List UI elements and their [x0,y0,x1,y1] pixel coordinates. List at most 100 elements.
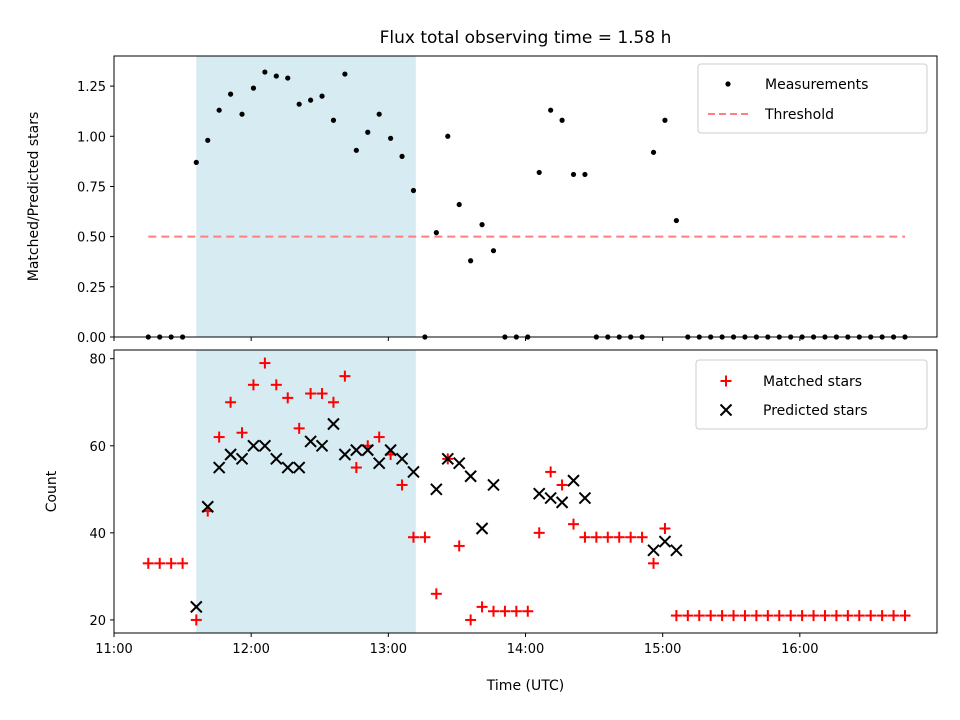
x-b [247,439,260,452]
x-b [430,483,443,496]
matched-star-point [579,531,591,543]
predicted-star-point [452,456,466,470]
matched-star-point [165,557,177,569]
x-b [407,465,420,479]
predicted-star-point [292,461,306,474]
ratio-y-tick-label: 1.00 [77,130,106,145]
measurement-point [376,111,382,117]
matched-star-point [819,610,831,622]
measurement-point [285,75,291,81]
matched-star-point [750,610,762,622]
count-y-tick-label: 60 [89,440,106,455]
measurement-point [365,129,371,135]
x-b [452,456,466,470]
matched-star-point [316,388,328,400]
legend-label-threshold: Threshold [764,107,834,123]
matched-star-point [670,610,682,622]
x-b [270,452,283,466]
predicted-star-point [361,443,374,457]
measurement-point [342,71,348,77]
measurement-point [308,97,314,103]
measurement-point [330,117,337,123]
count-panel: 20 40 60 80 11:00 12:00 13:00 14:00 15:00 16:00 T… [44,349,938,694]
legend-marker-matched-stars [720,375,732,387]
matched-star-point [602,531,614,543]
matched-star-point [522,605,534,617]
matched-star-point [590,531,602,543]
matched-star-point [213,431,225,443]
matched-star-point [876,610,888,622]
ratio-y-tick-label: 1.25 [77,80,106,95]
ratio-y-tick-label: 0.00 [77,331,106,346]
x-b [315,439,329,452]
x-b [212,461,226,474]
predicted-star-point [647,544,660,557]
x-b [281,461,294,474]
predicted-star-point [372,456,386,470]
matched-star-point [556,479,568,491]
count-plot-frame [113,349,938,634]
matched-star-point [728,610,740,622]
predicted-star-point [212,461,226,474]
matched-star-point [842,610,854,622]
x-b [578,491,592,505]
matched-star-point [282,392,294,404]
x-b [658,535,672,548]
ratio-y-tick-label: 0.25 [77,281,106,296]
x-b [201,500,214,513]
ratio-y-tick-label: 0.75 [77,180,106,195]
predicted-star-point [487,478,500,492]
time-x-tick-label: 13:00 [370,642,407,657]
matched-star-point [236,427,248,439]
matched-star-point [625,531,637,543]
measurement-point [262,69,268,75]
matched-star-point [419,531,431,543]
measurement-point [193,159,199,165]
matched-star-point [705,610,717,622]
ratio-legend-box [697,63,928,134]
ratio-y-tick-label: 0.50 [77,231,106,246]
matched-star-point [739,610,751,622]
x-b [338,448,352,461]
matched-star-point [142,557,154,569]
matched-star-point [533,527,545,539]
matched-star-point [154,557,166,569]
matched-star-point [682,610,694,622]
x-b [544,491,557,505]
predicted-star-point [567,474,580,487]
measurement-point [559,117,565,123]
measurement-point [433,230,439,236]
matched-star-point [773,610,785,622]
measurement-point [662,117,668,123]
measurement-point [296,101,302,107]
matched-star-point [350,462,362,474]
time-x-tick-label: 12:00 [232,642,269,657]
matched-star-point [177,557,189,569]
legend-plus-glyph [720,375,732,387]
observing-window-shade-bottom [196,350,416,633]
legend-marker-predicted-stars [719,403,733,417]
x-b [224,448,237,461]
x-b [190,600,203,614]
matched-star-point [259,357,271,369]
matched-star-point [339,370,351,382]
measurement-point [650,149,657,155]
predicted-star-point [338,448,352,461]
x-b [258,439,272,452]
predicted-star-point [475,522,489,535]
predicted-star-point [533,487,546,500]
matched-star-point [613,531,625,543]
time-x-tick-label: 16:00 [781,642,818,657]
measurement-point [570,171,577,178]
matched-star-point [190,614,202,626]
time-x-tick-label: 14:00 [507,642,544,657]
legend-label-matched-stars: Matched stars [763,374,862,390]
count-y-tick-label: 20 [89,614,106,629]
x-b [567,474,580,487]
predicted-star-point [464,470,477,483]
chart-title: Flux total observing time = 1.58 h [380,28,672,48]
measurement-point [673,217,679,224]
matched-star-point [487,605,499,617]
predicted-star-point [281,461,294,474]
matched-star-point [225,396,237,408]
